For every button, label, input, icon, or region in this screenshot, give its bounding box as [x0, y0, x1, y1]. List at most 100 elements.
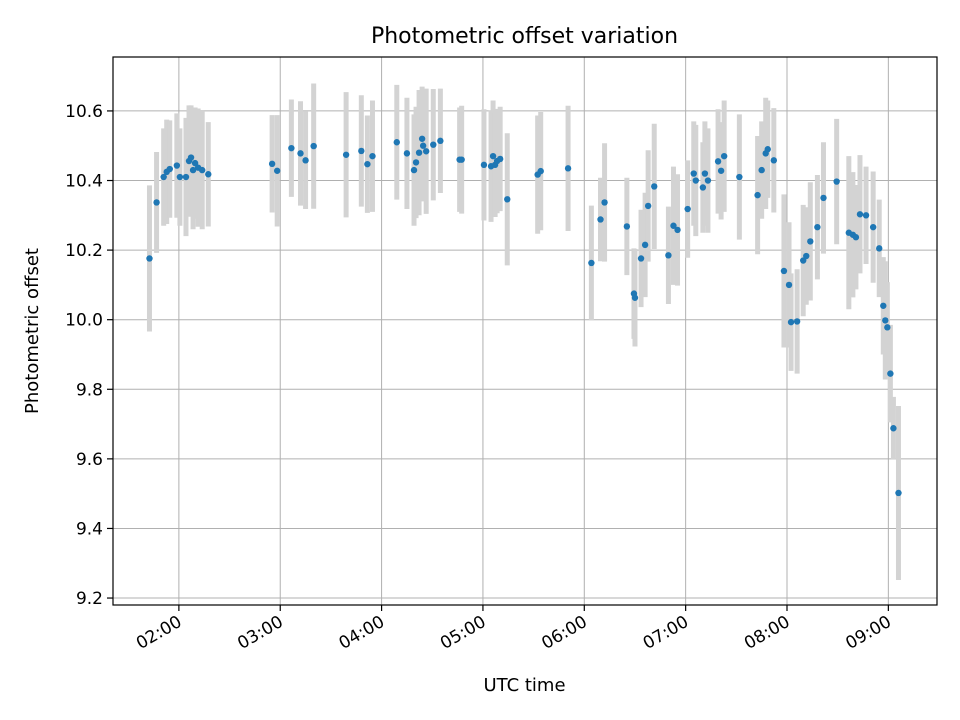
data-point	[342, 151, 350, 158]
data-point	[770, 157, 778, 164]
data-point	[720, 152, 728, 160]
data-point	[887, 370, 894, 377]
data-point	[415, 149, 423, 156]
data-point	[852, 234, 860, 241]
data-point	[153, 199, 160, 206]
data-point	[714, 158, 722, 165]
data-point	[699, 184, 707, 191]
data-point	[189, 166, 197, 174]
data-point	[358, 147, 365, 155]
x-axis: 02:00 03:00 04:00 05:00 06:00 07:00 08:00 09:00	[133, 605, 895, 654]
data-point	[856, 211, 864, 218]
x-tick-label: 08:00	[741, 612, 793, 654]
x-axis-label: UTC time	[483, 675, 565, 696]
y-tick-label: 9.6	[76, 450, 103, 470]
data-point	[690, 170, 697, 177]
data-point	[641, 241, 649, 249]
data-point	[890, 425, 897, 432]
data-point	[410, 166, 418, 174]
y-tick-label: 9.8	[76, 380, 103, 400]
data-point	[205, 171, 212, 178]
data-point	[437, 137, 444, 145]
data-point	[701, 170, 709, 177]
data-point	[597, 216, 604, 223]
data-point	[880, 302, 887, 309]
data-point	[895, 489, 902, 497]
y-tick-label: 10.4	[65, 172, 103, 192]
data-point	[489, 152, 497, 160]
data-point	[302, 157, 309, 164]
data-point	[268, 160, 276, 168]
data-point	[820, 194, 827, 202]
y-tick-label: 9.2	[76, 589, 103, 609]
x-tick-label: 02:00	[133, 612, 185, 654]
y-tick-label: 9.4	[76, 519, 103, 539]
data-point	[684, 205, 691, 213]
data-point	[588, 259, 595, 267]
y-tick-label: 10.2	[65, 241, 103, 261]
data-point	[644, 202, 652, 210]
data-point	[173, 162, 181, 169]
data-point	[787, 318, 795, 326]
data-points	[146, 135, 902, 497]
data-point	[623, 223, 631, 230]
data-point	[764, 146, 771, 153]
data-point	[419, 142, 427, 149]
grid	[113, 57, 937, 605]
data-point	[198, 166, 206, 174]
data-point	[884, 324, 891, 331]
data-point	[754, 191, 761, 199]
data-point	[273, 167, 281, 174]
data-point	[717, 167, 725, 174]
plot-frame	[112, 56, 938, 606]
y-axis-label: Photometric offset	[22, 248, 43, 414]
data-point	[504, 196, 511, 203]
data-point	[631, 294, 639, 301]
data-point	[166, 165, 173, 173]
data-point	[674, 226, 681, 234]
data-point	[736, 173, 743, 181]
data-point	[176, 173, 184, 181]
data-point	[704, 177, 712, 184]
x-tick-label: 07:00	[640, 612, 692, 654]
x-tick-label: 05:00	[437, 612, 489, 654]
x-tick-label: 04:00	[336, 612, 388, 654]
data-point	[876, 245, 883, 252]
data-point	[692, 177, 699, 184]
data-point	[458, 156, 465, 163]
data-point	[182, 173, 190, 181]
data-point	[191, 159, 199, 167]
data-point	[297, 150, 304, 157]
data-point	[803, 252, 810, 260]
data-point	[480, 161, 488, 169]
data-point	[780, 267, 788, 275]
data-point	[800, 257, 807, 264]
chart-title: Photometric offset variation	[371, 24, 678, 49]
data-point	[422, 148, 430, 155]
data-point	[670, 222, 677, 229]
data-point	[758, 166, 765, 174]
data-point	[665, 252, 672, 259]
y-tick-label: 10.6	[65, 102, 103, 122]
data-point	[369, 152, 376, 160]
data-point	[412, 159, 420, 166]
data-point	[418, 135, 426, 142]
data-point	[403, 150, 411, 157]
data-point	[833, 178, 840, 185]
data-point	[601, 199, 608, 206]
data-point	[310, 142, 317, 150]
data-point	[882, 317, 889, 324]
x-tick-label: 06:00	[538, 612, 590, 654]
errorbars	[146, 83, 901, 580]
y-axis: 9.2 9.4 9.6 9.8 10.0 10.2 10.4 10.6	[65, 102, 113, 609]
data-point	[160, 173, 167, 181]
x-tick-label: 03:00	[234, 612, 286, 654]
data-point	[785, 281, 793, 289]
data-point	[814, 223, 821, 231]
data-point	[146, 255, 153, 262]
data-point	[288, 144, 295, 152]
data-point	[869, 223, 877, 231]
data-point	[496, 155, 504, 163]
data-point	[187, 154, 195, 161]
